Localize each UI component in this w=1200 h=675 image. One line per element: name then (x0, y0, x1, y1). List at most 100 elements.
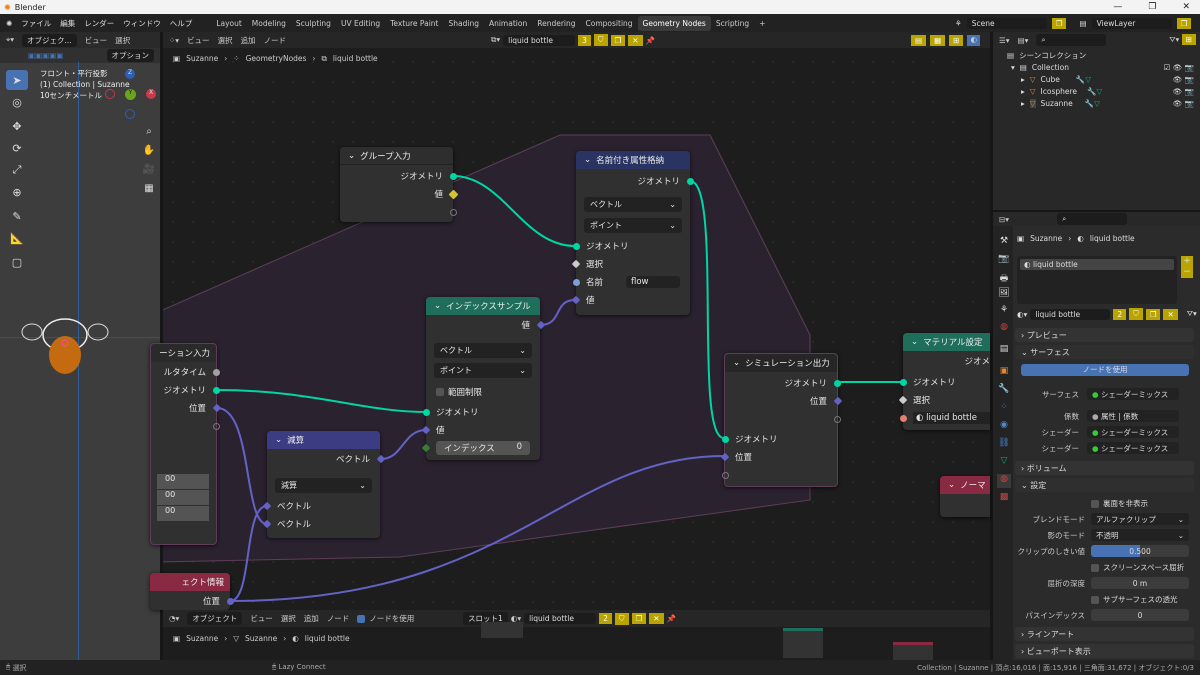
duplicate-icon[interactable]: ❐ (610, 34, 626, 46)
collection-tab-icon[interactable]: ▤ (999, 344, 1009, 354)
cursor-tool-icon[interactable]: ◎ (12, 95, 22, 109)
viewlayer-selector[interactable]: ViewLayer (1091, 17, 1172, 29)
socket[interactable] (572, 242, 580, 250)
menu-view[interactable]: ビュー (250, 614, 273, 623)
menu-node[interactable]: ノード (326, 614, 350, 623)
node-header[interactable]: ⌄ グループ入力 (340, 147, 453, 165)
socket[interactable] (449, 172, 457, 180)
material-slot-item[interactable]: ◐ liquid bottle (1020, 259, 1174, 270)
blend-mode-dropdown[interactable]: アルファクリップ ⌄ (1091, 513, 1189, 525)
outliner-search[interactable]: ⌕ (1036, 34, 1107, 46)
node-header[interactable]: ⌄ 減算 (267, 431, 380, 449)
menu-node[interactable]: ノード (263, 35, 287, 45)
index-field[interactable]: インデックス 0 (436, 441, 530, 455)
socket[interactable] (686, 177, 694, 185)
node-header[interactable]: ⌄ 名前付き属性格納 (576, 151, 690, 169)
node-group-input[interactable]: ⌄ グループ入力 ジオメトリ 値 (340, 147, 458, 222)
node-sample-index[interactable]: ⌄ インデックスサンプル 値 ベクトル ⌄ ポイント ⌄ 範囲制限 ジオメトリ 値 イ… (421, 297, 545, 460)
fake-user-icon[interactable]: ⛉ (614, 612, 629, 625)
material-browse-icon[interactable]: ◐▾ (1017, 309, 1028, 319)
menu-window[interactable]: ウィンドウ (123, 18, 161, 28)
material-name[interactable]: liquid bottle (1030, 308, 1111, 320)
node-header[interactable]: ェクト情報 (150, 573, 230, 591)
menu-view[interactable]: ビュー (84, 35, 108, 45)
section-lineart[interactable]: › ラインアート (1015, 627, 1194, 641)
unlink-icon[interactable]: ✕ (628, 34, 643, 46)
socket[interactable] (572, 278, 580, 286)
rotate-tool-icon[interactable]: ⟳ (12, 141, 22, 155)
collection-row[interactable]: ▾ ▤ Collection ☑ 👁 📷 (1011, 61, 1200, 73)
menu-select[interactable]: 選択 (280, 614, 296, 623)
section-viewport-display[interactable]: › ビューポート表示 (1015, 644, 1194, 658)
users-count[interactable]: 2 (1113, 308, 1127, 320)
node-tree-icon[interactable]: ⧉▾ (491, 35, 501, 44)
particles-tab-icon[interactable]: ⁘ (1000, 402, 1008, 412)
node-simulation-input[interactable]: ーション入力 ルタタイム ジオメトリ 位置 00 00 00 (150, 343, 221, 545)
scene-icon[interactable]: ⚘ (955, 18, 962, 28)
annotate-tool-icon[interactable]: ✎ (12, 209, 22, 223)
snap-icon[interactable]: ▦ (930, 34, 946, 46)
minimize-button[interactable]: — (1113, 2, 1123, 12)
options-dropdown[interactable]: オプション (106, 49, 154, 62)
menu-edit[interactable]: 編集 (60, 18, 76, 28)
socket[interactable] (422, 408, 430, 416)
outliner-item-icosphere[interactable]: ▸ ▽ Icosphere 🔧 ▽ 👁 📷 (1021, 85, 1200, 97)
socket[interactable] (833, 379, 841, 387)
tab-compositing[interactable]: Compositing (585, 18, 633, 28)
overlays-icon[interactable]: ◐ (967, 34, 980, 46)
use-nodes-checkbox[interactable]: ノードを使用 (357, 613, 414, 624)
outliner-item-cube[interactable]: ▸ ▽ Cube 🔧 ▽ 👁 📷 (1021, 73, 1200, 85)
tool-tab-icon[interactable]: ⚒ (999, 236, 1009, 246)
display-mode-icon[interactable]: ▤▾ (1017, 35, 1029, 45)
close-button[interactable]: ✕ (1182, 2, 1190, 12)
socket[interactable] (721, 471, 729, 479)
mini-node[interactable] (783, 628, 823, 658)
socket[interactable] (212, 422, 220, 430)
node-header[interactable]: ⌄ インデックスサンプル (426, 297, 540, 315)
fake-user-icon[interactable]: ⛉ (593, 34, 608, 46)
section-surface[interactable]: ⌄ サーフェス (1015, 345, 1194, 359)
physics-tab-icon[interactable]: ◉ (1000, 420, 1008, 430)
menu-add[interactable]: 追加 (240, 35, 256, 45)
transform-tool-icon[interactable]: ⊕ (12, 185, 22, 199)
vector-fields[interactable]: 00 00 00 (157, 474, 209, 521)
node-header[interactable]: ⌄ ノーマ (940, 476, 990, 494)
users-count[interactable]: 2 (599, 613, 612, 624)
object-tab-icon[interactable]: ▣ (999, 366, 1009, 376)
add-cube-tool-icon[interactable]: ▢ (11, 255, 23, 269)
socket[interactable] (212, 386, 220, 394)
editor-type-icon[interactable]: ☰▾ (999, 35, 1010, 45)
tab-layout[interactable]: Layout (216, 18, 242, 28)
material-field[interactable]: ◐ liquid bottle (913, 412, 990, 424)
use-nodes-button[interactable]: ノードを使用 (1021, 364, 1189, 376)
fac-field[interactable]: ● 属性 | 係数 (1087, 410, 1179, 422)
data-tab-icon[interactable]: ▽ (1000, 456, 1008, 466)
blender-menu-icon[interactable]: ✺ (6, 18, 13, 28)
pass-index-field[interactable]: 0 (1091, 609, 1189, 621)
menu-select[interactable]: 選択 (217, 35, 233, 45)
tab-texture-paint[interactable]: Texture Paint (390, 18, 439, 28)
overlay-toggle-icon[interactable]: ▤ (910, 34, 927, 46)
pin-icon[interactable]: 📌 (645, 35, 655, 45)
node-normal[interactable]: ⌄ ノーマ (940, 476, 990, 517)
material-slot-list[interactable]: ◐ liquid bottle (1017, 256, 1177, 304)
shader-editor[interactable]: ◔▾ オブジェクト ビュー 選択 追加 ノード ノードを使用 スロット1 ◐▾ … (163, 610, 990, 660)
node-object-info[interactable]: ェクト情報 位置 (150, 573, 234, 610)
duplicate-icon[interactable]: ❐ (1145, 308, 1161, 320)
filter-icon[interactable]: ⊞ (949, 34, 964, 46)
socket[interactable] (226, 597, 234, 605)
tab-sculpting[interactable]: Sculpting (295, 18, 331, 28)
menu-view[interactable]: ビュー (187, 35, 210, 45)
sss-translucency-checkbox[interactable]: サブサーフェスの透光 (1091, 594, 1178, 605)
menu-file[interactable]: ファイル (21, 18, 52, 28)
link-type-icon[interactable]: ⛛▾ (1186, 309, 1197, 318)
editor-type-icon[interactable]: ⊟▾ (999, 214, 1010, 224)
new-scene-button[interactable]: ❐ (1051, 17, 1067, 29)
slot-dropdown[interactable]: スロット1 (463, 612, 508, 625)
name-input[interactable]: flow (626, 276, 680, 288)
users-count[interactable]: 3 (578, 34, 591, 46)
unlink-icon[interactable]: ✕ (1163, 308, 1178, 320)
3d-viewport[interactable]: ⌖▾ オブジェク... ビュー 選択 ▣▣▣▣▣ オプション フロント・平行投影… (0, 32, 162, 660)
outliner-item-suzanne[interactable]: ▸ ▽ Suzanne 🔧 ▽ 👁 📷 (1021, 97, 1200, 109)
tab-rendering[interactable]: Rendering (537, 18, 576, 28)
